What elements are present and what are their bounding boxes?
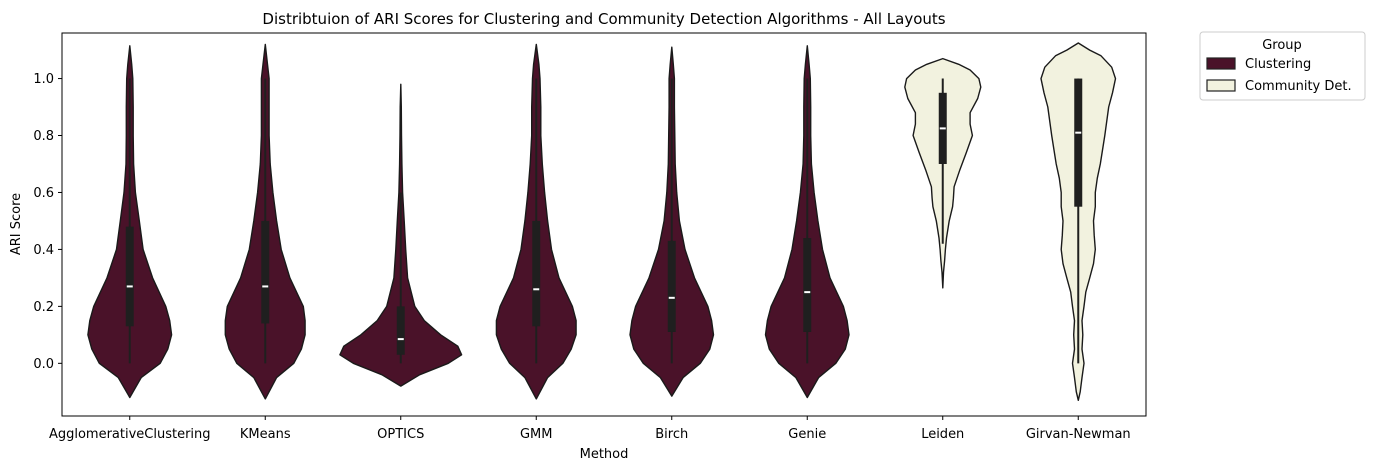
x-tick-label: Birch — [655, 427, 688, 442]
x-tick-label: AgglomerativeClustering — [49, 427, 211, 442]
legend-swatch-clustering — [1206, 57, 1236, 70]
violin-optics — [339, 83, 463, 387]
legend-frame — [1199, 31, 1366, 101]
violin-iqr-box-gmm — [532, 220, 541, 327]
x-tick-label: Genie — [788, 427, 826, 442]
violin-iqr-box-birch — [667, 240, 676, 332]
x-axis-label: Method — [580, 447, 629, 462]
legend: Group Clustering Community Det. — [1199, 31, 1366, 101]
violin-genie — [764, 45, 850, 399]
violin-layer — [87, 42, 1117, 401]
violin-birch — [629, 46, 715, 397]
violin-iqr-box-optics — [396, 306, 405, 355]
violin-iqr-box-genie — [803, 238, 812, 332]
y-tick-label: 0.2 — [33, 300, 54, 315]
violin-kmeans — [224, 43, 306, 400]
y-tick-label: 0.6 — [33, 186, 54, 201]
x-tick-label: OPTICS — [377, 427, 424, 442]
plot-frame — [61, 32, 1147, 417]
violin-agglomerativeclustering — [87, 45, 173, 399]
violin-iqr-box-agglomerativeclustering — [125, 226, 134, 327]
legend-label-clustering: Clustering — [1245, 57, 1311, 72]
violin-gmm — [495, 43, 577, 400]
y-axis: 0.0 0.2 0.4 0.6 0.8 1.0 — [33, 72, 62, 372]
chart-title: Distribtuion of ARI Scores for Clusterin… — [262, 10, 945, 28]
legend-swatch-community-det — [1206, 79, 1236, 92]
x-tick-label: Girvan-Newman — [1026, 427, 1131, 442]
legend-label-community-det: Community Det. — [1245, 79, 1352, 94]
y-tick-label: 1.0 — [33, 72, 54, 87]
violin-leiden — [904, 57, 982, 289]
x-axis: AgglomerativeClustering KMeans OPTICS GMM Bi… — [49, 416, 1131, 442]
violin-iqr-box-girvan-newman — [1074, 78, 1083, 207]
y-tick-label: 0.8 — [33, 129, 54, 144]
y-tick-label: 0.4 — [33, 243, 54, 258]
violin-girvan-newman — [1040, 42, 1117, 401]
y-axis-label: ARI Score — [9, 193, 24, 255]
legend-title: Group — [1262, 38, 1302, 53]
x-tick-label: Leiden — [921, 427, 964, 442]
y-tick-label: 0.0 — [33, 357, 54, 372]
x-tick-label: GMM — [520, 427, 553, 442]
violin-iqr-box-kmeans — [261, 220, 270, 324]
x-tick-label: KMeans — [240, 427, 291, 442]
